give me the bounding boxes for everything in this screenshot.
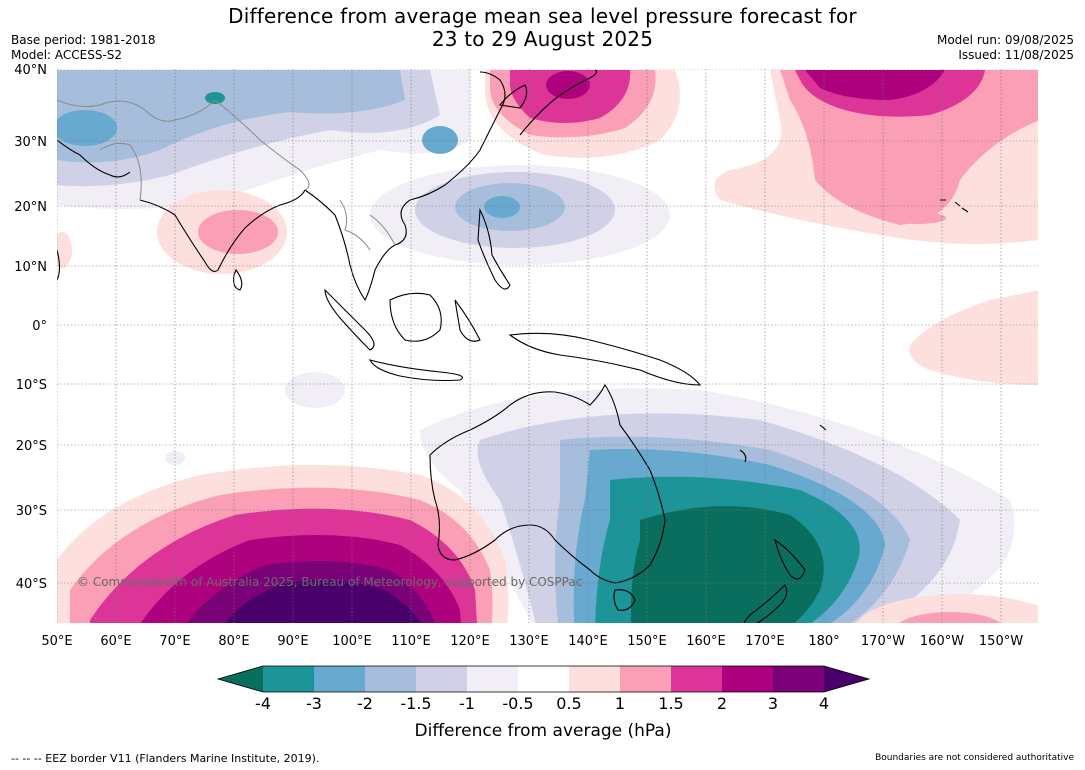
title-line-1: Difference from average mean sea level p… bbox=[228, 4, 857, 28]
graticule bbox=[57, 69, 1038, 623]
colorbar-cell bbox=[314, 666, 366, 692]
lat-label: 40°N bbox=[14, 63, 47, 78]
pressure-anomaly-field bbox=[57, 69, 1038, 623]
colorbar-tick-labels: -4 -3 -2 -1.5 -1 -0.5 0.5 1 1.5 2 3 4 bbox=[255, 694, 829, 713]
lon-label: 80°E bbox=[218, 634, 249, 649]
colorbar-cell bbox=[773, 666, 825, 692]
lat-label: 20°S bbox=[16, 439, 47, 454]
lon-label: 60°E bbox=[100, 634, 131, 649]
colorbar: -4 -3 -2 -1.5 -1 -0.5 0.5 1 1.5 2 3 4 Difference fr… bbox=[216, 665, 871, 741]
lat-label: 30°N bbox=[14, 135, 47, 150]
model-name: Model: ACCESS-S2 bbox=[11, 48, 123, 62]
lon-label: 130°E bbox=[509, 634, 549, 649]
colorbar-tick-label: 3 bbox=[768, 694, 778, 713]
colorbar-cell bbox=[518, 666, 570, 692]
lon-label: 180° bbox=[808, 634, 839, 649]
lon-label: 120°E bbox=[450, 634, 490, 649]
colorbar-cell bbox=[416, 666, 468, 692]
lon-label: 160°E bbox=[686, 634, 726, 649]
lon-label: 150°W bbox=[979, 634, 1023, 649]
lon-label: 170°E bbox=[745, 634, 785, 649]
base-period: Base period: 1981-2018 bbox=[11, 33, 156, 47]
longitude-labels: 50°E 60°E 70°E 80°E 90°E 100°E 110°E 120… bbox=[41, 634, 1023, 649]
colorbar-extend-low bbox=[218, 666, 263, 692]
colorbar-cell bbox=[263, 666, 315, 692]
model-run: Model run: 09/08/2025 bbox=[936, 33, 1074, 47]
negative-anomaly-australia bbox=[420, 388, 1015, 623]
colorbar-cell bbox=[467, 666, 519, 692]
meta-right: Model run: 09/08/2025 Issued: 11/08/2025 bbox=[937, 33, 1074, 63]
colorbar-tick-label: -1.5 bbox=[400, 694, 431, 713]
coastlines bbox=[57, 69, 969, 623]
lat-label: 30°S bbox=[16, 504, 47, 519]
lon-label: 70°E bbox=[159, 634, 190, 649]
lat-label: 0° bbox=[32, 319, 47, 334]
lon-label: 90°E bbox=[277, 634, 308, 649]
latitude-labels: 40°N 30°N 20°N 10°N 0° 10°S 20°S 30°S 40… bbox=[14, 63, 47, 592]
colorbar-cell bbox=[620, 666, 672, 692]
negative-anomaly-asia bbox=[57, 70, 470, 209]
colorbar-tick-label: 1.5 bbox=[658, 694, 683, 713]
lat-label: 10°N bbox=[14, 260, 47, 275]
colorbar-tick-label: -2 bbox=[357, 694, 373, 713]
colorbar-tick-label: -0.5 bbox=[502, 694, 533, 713]
colorbar-tick-label: -4 bbox=[255, 694, 271, 713]
copyright-text: © Commonwealth of Australia 2025, Bureau… bbox=[77, 575, 582, 589]
colorbar-extend-high bbox=[824, 666, 869, 692]
country-borders bbox=[57, 99, 396, 251]
lon-label: 160°W bbox=[920, 634, 964, 649]
lon-label: 170°W bbox=[861, 634, 905, 649]
positive-anomaly-central-pacific bbox=[909, 290, 1038, 385]
eez-footnote: -- -- -- EEZ border V11 (Flanders Marine… bbox=[11, 752, 320, 765]
colorbar-cell bbox=[569, 666, 621, 692]
colorbar-title: Difference from average (hPa) bbox=[415, 721, 672, 741]
colorbar-tick-label: -1 bbox=[459, 694, 475, 713]
lon-label: 110°E bbox=[391, 634, 431, 649]
colorbar-cells bbox=[263, 666, 825, 692]
positive-anomaly-north-pacific bbox=[714, 70, 1038, 244]
meta-left: Base period: 1981-2018 Model: ACCESS-S2 bbox=[11, 33, 156, 63]
colorbar-tick-label: 2 bbox=[717, 694, 727, 713]
lat-label: 20°N bbox=[14, 200, 47, 215]
negative-anomaly-philippines bbox=[370, 165, 670, 265]
lon-label: 150°E bbox=[627, 634, 667, 649]
lat-label: 10°S bbox=[16, 378, 47, 393]
lat-label: 40°S bbox=[16, 577, 47, 592]
lon-label: 50°E bbox=[41, 634, 72, 649]
colorbar-tick-label: 4 bbox=[819, 694, 829, 713]
title-line-2: 23 to 29 August 2025 bbox=[431, 27, 654, 51]
lon-label: 100°E bbox=[332, 634, 372, 649]
colorbar-cell bbox=[671, 666, 723, 692]
boundaries-disclaimer: Boundaries are not considered authoritat… bbox=[875, 753, 1074, 763]
colorbar-tick-label: 0.5 bbox=[556, 694, 581, 713]
colorbar-cell bbox=[365, 666, 417, 692]
colorbar-tick-label: -3 bbox=[306, 694, 322, 713]
positive-anomaly-southern-ocean-east bbox=[857, 594, 1038, 623]
positive-anomaly-south-indian-ocean bbox=[57, 465, 509, 623]
issued-date: Issued: 11/08/2025 bbox=[958, 48, 1074, 62]
colorbar-tick-label: 1 bbox=[615, 694, 625, 713]
positive-anomaly-japan bbox=[485, 70, 680, 158]
colorbar-cell bbox=[722, 666, 774, 692]
lon-label: 140°E bbox=[568, 634, 608, 649]
map-title: Difference from average mean sea level p… bbox=[0, 5, 1085, 51]
positive-anomaly-india bbox=[157, 190, 287, 274]
